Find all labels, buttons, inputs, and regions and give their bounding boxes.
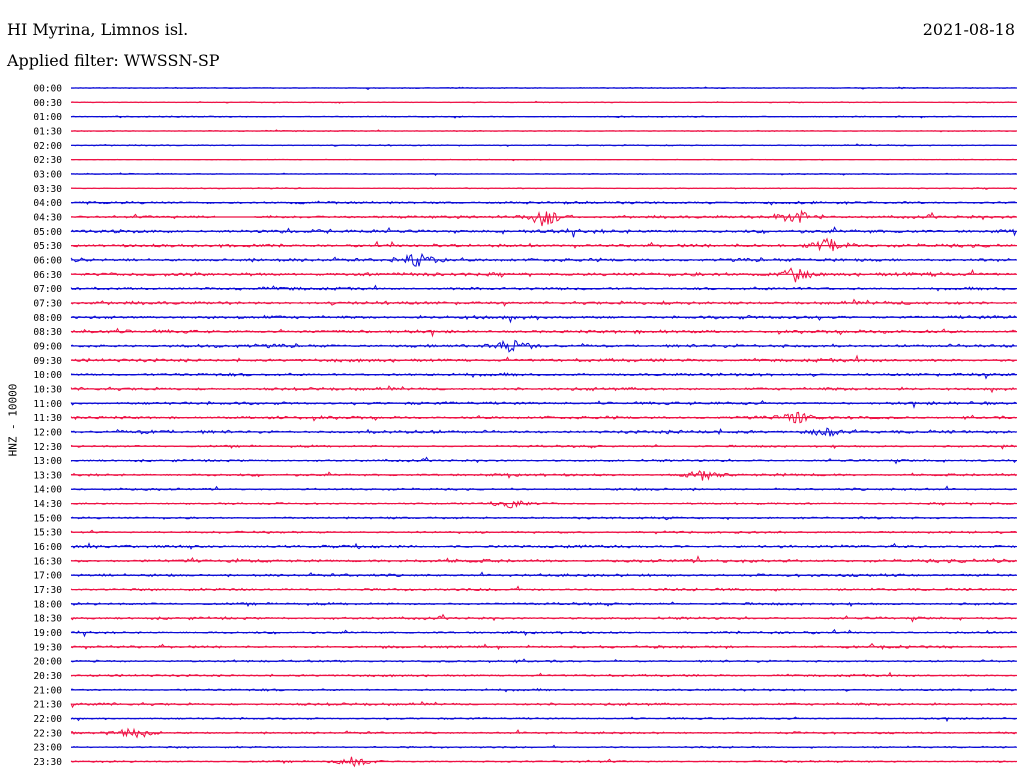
trace-row-0700 — [70, 284, 1017, 292]
row-time-label: 04:00 — [33, 198, 62, 209]
trace-row-1100 — [70, 399, 1017, 409]
filter-label: Applied filter: WWSSN-SP — [7, 51, 220, 70]
row-time-label: 07:00 — [33, 284, 62, 295]
row-time-label: 17:00 — [33, 571, 62, 582]
row-time-label: 11:30 — [33, 413, 62, 424]
row-time-label: 22:30 — [33, 728, 62, 739]
row-time-label: 21:00 — [33, 685, 62, 696]
row-time-label: 12:30 — [33, 442, 62, 453]
row-time-label: 00:30 — [33, 98, 62, 109]
row-time-label: 05:30 — [33, 241, 62, 252]
trace-row-0800 — [70, 314, 1017, 324]
trace-row-1430 — [70, 500, 1017, 509]
row-time-label: 14:30 — [33, 499, 62, 510]
row-time-label: 17:30 — [33, 585, 62, 596]
trace-row-0630 — [70, 267, 1017, 283]
row-time-label: 13:00 — [33, 456, 62, 467]
row-time-label: 09:30 — [33, 356, 62, 367]
row-time-label: 22:00 — [33, 714, 62, 725]
row-time-label: 03:00 — [33, 169, 62, 180]
row-time-label: 00:00 — [33, 84, 62, 95]
row-time-label: 10:00 — [33, 370, 62, 381]
row-time-label: 16:00 — [33, 542, 62, 553]
row-time-label: 18:30 — [33, 614, 62, 625]
row-time-label: 23:00 — [33, 743, 62, 754]
row-time-label: 03:30 — [33, 184, 62, 195]
row-time-label: 05:00 — [33, 227, 62, 238]
row-time-label: 06:30 — [33, 270, 62, 281]
date-label: 2021-08-18 — [922, 20, 1015, 39]
trace-row-0830 — [70, 327, 1017, 338]
station-title: HI Myrina, Limnos isl. — [7, 20, 189, 39]
trace-row-0430 — [70, 209, 1017, 227]
row-time-label: 02:30 — [33, 155, 62, 166]
row-time-label: 13:30 — [33, 470, 62, 481]
row-time-label: 10:30 — [33, 384, 62, 395]
trace-row-0930 — [70, 354, 1017, 364]
row-time-label: 08:00 — [33, 313, 62, 324]
trace-row-0530 — [70, 237, 1017, 252]
row-time-label: 19:30 — [33, 642, 62, 653]
trace-row-1330 — [70, 470, 1017, 481]
trace-row-1730 — [70, 585, 1017, 592]
trace-row-1700 — [70, 571, 1017, 578]
row-time-label: 04:30 — [33, 212, 62, 223]
trace-row-1000 — [70, 372, 1017, 380]
row-time-label: 14:00 — [33, 485, 62, 496]
row-time-label: 01:00 — [33, 112, 62, 123]
trace-row-0500 — [70, 226, 1017, 238]
row-time-label: 23:30 — [33, 757, 62, 768]
row-time-label: 15:30 — [33, 528, 62, 539]
row-time-label: 20:30 — [33, 671, 62, 682]
row-time-label: 11:00 — [33, 399, 62, 410]
row-time-label: 08:30 — [33, 327, 62, 338]
row-time-label: 15:00 — [33, 513, 62, 524]
row-time-label: 18:00 — [33, 599, 62, 610]
row-time-label: 21:30 — [33, 700, 62, 711]
row-time-label: 07:30 — [33, 298, 62, 309]
row-time-label: 02:00 — [33, 141, 62, 152]
trace-row-1630 — [70, 555, 1017, 564]
trace-row-1400 — [70, 485, 1017, 492]
row-time-label: 19:00 — [33, 628, 62, 639]
row-time-label: 09:00 — [33, 341, 62, 352]
row-time-label: 06:00 — [33, 255, 62, 266]
row-time-label: 12:00 — [33, 427, 62, 438]
row-time-label: 16:30 — [33, 556, 62, 567]
row-time-label: 20:00 — [33, 657, 62, 668]
row-time-label: 01:30 — [33, 126, 62, 137]
